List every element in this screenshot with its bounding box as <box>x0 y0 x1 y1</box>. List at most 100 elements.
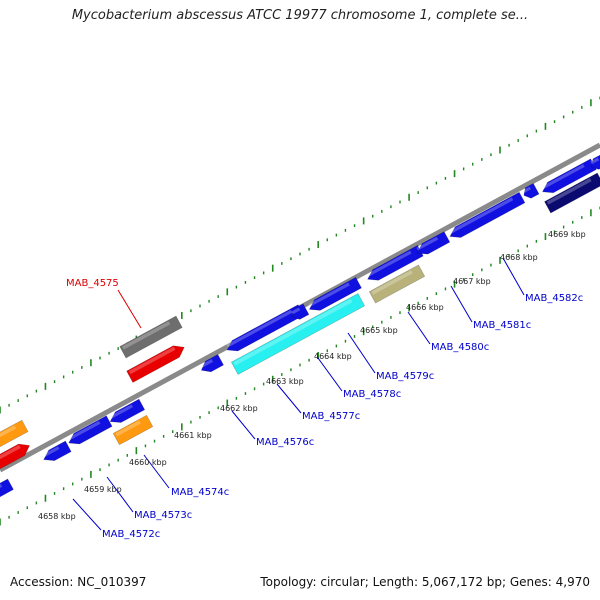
gene-mab-4582c-shape <box>449 191 526 238</box>
gene-label-mab-4582c[interactable]: MAB_4582c <box>525 293 583 304</box>
gene-label-mab-4574c[interactable]: MAB_4574c <box>171 487 229 498</box>
gene-reverse-shine <box>291 307 301 315</box>
gene-forward-shape <box>126 345 185 383</box>
gene-label-mab-4580c[interactable]: MAB_4580c <box>431 342 489 353</box>
gene-mab-4573c-shape <box>43 440 72 461</box>
gene-mab-4582c[interactable] <box>447 191 526 242</box>
gene-reverse[interactable] <box>365 245 424 284</box>
gene-reverse-shape <box>590 153 600 170</box>
gene-mab-4576c-shine <box>200 359 214 368</box>
gene-reverse[interactable] <box>289 303 310 322</box>
gene-reverse[interactable] <box>588 153 600 172</box>
gene-mab-4579c-shine <box>233 298 353 366</box>
kbp-label: 4666 kbp <box>406 303 444 312</box>
gene-reverse-shape <box>68 415 113 445</box>
gene-label-mab-4575[interactable]: MAB_4575 <box>66 278 119 289</box>
gene-reverse[interactable] <box>521 182 540 200</box>
gene-forward-orange-shine <box>0 425 17 440</box>
gene-label-mab-4579c[interactable]: MAB_4579c <box>376 371 434 382</box>
gene-label-mab-4573c[interactable]: MAB_4573c <box>134 510 192 521</box>
label-connector <box>143 454 170 489</box>
gene-reverse-shine <box>109 404 134 420</box>
label-connector <box>502 257 525 296</box>
kbp-label: 4660 kbp <box>129 458 167 467</box>
gene-label-mab-4577c[interactable]: MAB_4577c <box>302 411 360 422</box>
gene-label-mab-4581c[interactable]: MAB_4581c <box>473 320 531 331</box>
label-connector <box>450 285 473 323</box>
gene-mab-4578c-shape <box>308 276 362 311</box>
gene-forward-orange[interactable] <box>0 419 29 449</box>
gene-label-mab-4576c[interactable]: MAB_4576c <box>256 437 314 448</box>
gene-mab-4579c[interactable] <box>230 293 366 375</box>
label-connector <box>347 332 376 374</box>
gene-label-mab-4572c[interactable]: MAB_4572c <box>102 529 160 540</box>
kbp-labels: 4658 kbp 4659 kbp 4660 kbp 4661 kbp 4662… <box>38 230 586 521</box>
label-connector <box>117 289 142 329</box>
gene-reverse-shine <box>590 157 600 165</box>
label-connector <box>106 476 134 513</box>
gene-reverse-shine <box>68 420 101 441</box>
kbp-label: 4663 kbp <box>266 377 304 386</box>
gene-mab-4580c-shine <box>371 270 413 295</box>
gene-reverse-shine <box>366 250 412 277</box>
gene-mab-4577c-shine <box>226 309 293 348</box>
kbp-label: 4668 kbp <box>500 253 538 262</box>
gene-reverse[interactable] <box>107 398 146 427</box>
gene-forward[interactable] <box>0 440 33 471</box>
gene-mab-4575-shape <box>119 315 183 359</box>
gene-mab-4582c-shine <box>449 197 514 234</box>
gene-reverse-shine <box>541 164 585 190</box>
label-connector <box>317 357 343 392</box>
gene-mab-4580c-shape <box>368 264 426 304</box>
gene-mab-4580c[interactable] <box>368 264 426 304</box>
map-title: Mycobacterium abscessus ATCC 19977 chrom… <box>71 8 529 23</box>
gene-forward-shape <box>0 443 31 471</box>
gene-reverse-shape <box>367 245 424 281</box>
label-connector <box>407 311 431 345</box>
gene-mab-4574c[interactable] <box>112 414 154 446</box>
gene-mab-4574c-shine <box>115 420 141 437</box>
label-connectors <box>72 257 525 531</box>
gene-reverse-shape <box>291 303 310 320</box>
gene-mab-4572c[interactable] <box>0 478 14 501</box>
gene-reverse-shape <box>523 182 540 199</box>
gene-forward-orange-shape <box>0 419 29 449</box>
gene-labels: MAB_4575 MAB_4572c MAB_4573c MAB_4574c M… <box>66 278 583 540</box>
tick-marks <box>0 96 600 526</box>
kbp-label: 4667 kbp <box>453 277 491 286</box>
kbp-label: 4659 kbp <box>84 485 122 494</box>
gene-mab-4573c-shine <box>43 446 60 458</box>
gene-navy-shape <box>544 172 600 214</box>
kbp-label: 4669 kbp <box>548 230 586 239</box>
gene-forward-shine <box>0 444 21 462</box>
gene-reverse[interactable] <box>66 415 113 448</box>
gene-mab-4573c[interactable] <box>41 440 72 465</box>
gene-mab-4579c-shape <box>230 293 366 375</box>
gene-label-mab-4578c[interactable]: MAB_4578c <box>343 389 401 400</box>
gene-mab-4581c-shape <box>416 231 451 255</box>
gene-mab-4581c[interactable] <box>414 231 451 259</box>
topology-summary: Topology: circular; Length: 5,067,172 bp… <box>260 575 590 589</box>
gene-mab-4576c[interactable] <box>198 354 224 375</box>
label-connector <box>231 410 256 440</box>
label-connector <box>276 383 302 414</box>
gene-features <box>0 153 600 501</box>
gene-navy[interactable] <box>544 172 600 214</box>
label-connector <box>72 498 102 531</box>
kbp-label: 4664 kbp <box>314 352 352 361</box>
gene-reverse-shine <box>523 186 531 193</box>
gene-mab-4581c-shine <box>416 236 439 251</box>
accession-text: Accession: NC_010397 <box>10 575 147 589</box>
gene-forward[interactable] <box>126 342 188 383</box>
kbp-label: 4662 kbp <box>220 404 258 413</box>
gene-mab-4578c[interactable] <box>307 276 362 314</box>
gene-mab-4572c-shape <box>0 478 14 498</box>
gene-mab-4576c-shape <box>200 354 224 373</box>
kbp-label: 4661 kbp <box>174 431 212 440</box>
gene-mab-4578c-shine <box>308 282 350 307</box>
kbp-label: 4658 kbp <box>38 512 76 521</box>
gene-mab-4575-shine <box>122 321 171 350</box>
gene-mab-4575[interactable] <box>119 315 183 359</box>
